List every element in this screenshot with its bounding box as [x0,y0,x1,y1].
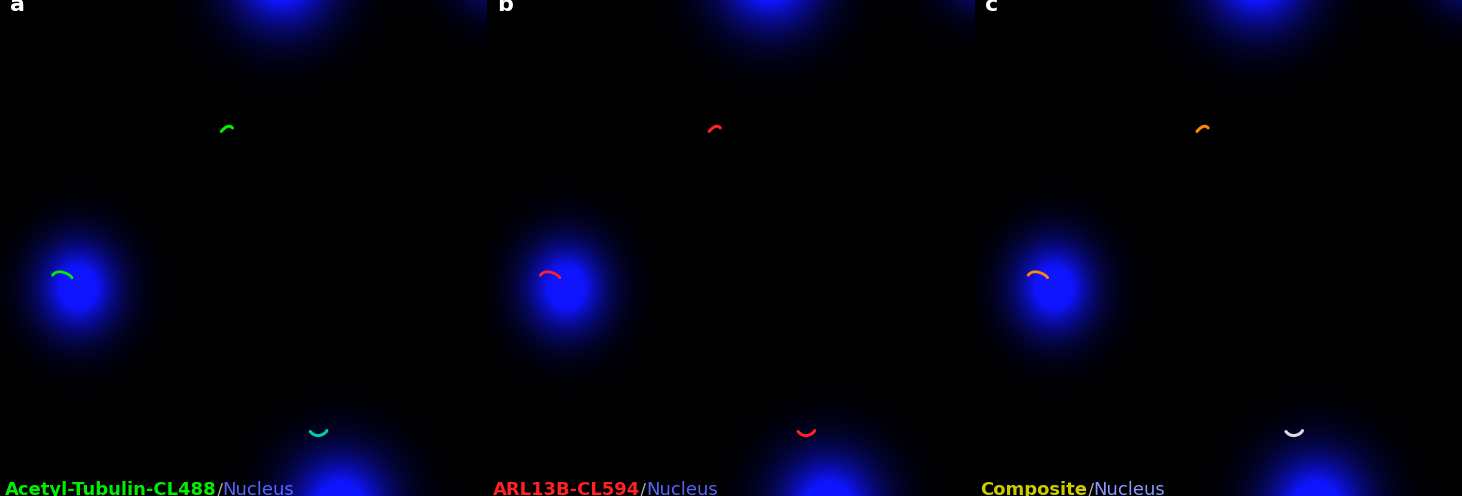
Text: c: c [985,0,999,15]
Text: /: / [1088,481,1094,496]
Text: a: a [10,0,25,15]
Text: Nucleus: Nucleus [222,481,294,496]
Text: /: / [640,481,646,496]
Text: ARL13B-CL594: ARL13B-CL594 [493,481,640,496]
Text: /: / [216,481,222,496]
Text: Nucleus: Nucleus [1094,481,1165,496]
Text: Nucleus: Nucleus [646,481,718,496]
Text: Acetyl-Tubulin-CL488: Acetyl-Tubulin-CL488 [4,481,216,496]
Text: b: b [497,0,513,15]
Text: Composite: Composite [981,481,1088,496]
